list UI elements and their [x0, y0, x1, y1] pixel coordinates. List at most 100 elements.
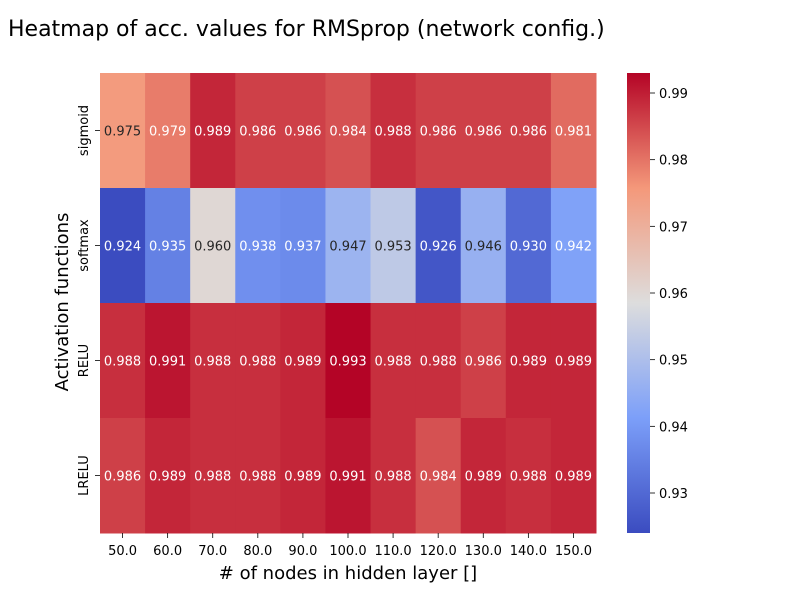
y-tick-label: RELU: [77, 344, 92, 377]
cell-value-label: 0.989: [194, 125, 231, 140]
x-tick-label: 100.0: [329, 544, 366, 559]
cell-value-label: 0.988: [510, 470, 547, 485]
heatmap-cell: [550, 418, 597, 534]
y-tick-label: sigmoid: [77, 105, 92, 156]
x-tick-label: 140.0: [510, 544, 547, 559]
heatmap-cell: [280, 418, 326, 534]
cell-value-label: 0.988: [374, 125, 411, 140]
heatmap-cell: [280, 303, 326, 419]
cell-value-label: 0.942: [555, 240, 592, 255]
heatmap-cell: [550, 188, 597, 304]
heatmap-cell: [190, 73, 236, 189]
heatmap-cell: [370, 303, 417, 419]
cell-value-label: 0.986: [510, 125, 547, 140]
colorbar-tick-label: 0.93: [659, 487, 688, 502]
cell-value-label: 0.924: [104, 240, 141, 255]
cell-value-label: 0.986: [284, 125, 321, 140]
heatmap-cell: [370, 188, 417, 304]
heatmap-cell: [325, 418, 372, 534]
heatmap-cell: [370, 73, 417, 189]
heatmap-cell: [415, 73, 462, 189]
heatmap-cell: [325, 303, 372, 419]
heatmap-cell: [145, 303, 191, 419]
cell-value-label: 0.989: [149, 470, 186, 485]
heatmap-cell: [550, 73, 597, 189]
heatmap-cell: [190, 418, 236, 534]
x-tick-label: 150.0: [555, 544, 592, 559]
colorbar-tick-label: 0.97: [659, 220, 688, 235]
cell-value-label: 0.988: [420, 355, 457, 370]
heatmap-cell: [235, 303, 281, 419]
heatmap-cell: [460, 73, 507, 189]
cell-value-label: 0.984: [420, 470, 457, 485]
cell-value-label: 0.991: [329, 470, 366, 485]
heatmap-cell: [325, 188, 372, 304]
heatmap-cell: [145, 73, 191, 189]
x-tick-label: 90.0: [288, 544, 317, 559]
x-tick-label: 80.0: [243, 544, 272, 559]
cell-value-label: 0.946: [465, 240, 502, 255]
heatmap-cell: [190, 303, 236, 419]
x-tick-label: 50.0: [108, 544, 137, 559]
heatmap-cell: [100, 303, 146, 419]
heatmap-cell: [190, 188, 236, 304]
y-axis-ticks: sigmoid softmax RELU LRELU: [77, 105, 100, 496]
cell-value-label: 0.926: [420, 240, 457, 255]
cell-value-label: 0.989: [284, 470, 321, 485]
cell-value-label: 0.989: [465, 470, 502, 485]
heatmap-cell: [505, 188, 552, 304]
cell-value-label: 0.986: [465, 125, 502, 140]
heatmap-cell: [460, 418, 507, 534]
x-tick-label: 70.0: [198, 544, 227, 559]
cell-value-label: 0.989: [555, 355, 592, 370]
colorbar-tick-label: 0.94: [659, 420, 688, 435]
cell-value-label: 0.988: [239, 355, 276, 370]
cell-value-label: 0.988: [374, 355, 411, 370]
cell-value-label: 0.953: [374, 240, 411, 255]
y-tick-label: LRELU: [77, 455, 92, 496]
heatmap-cell: [235, 73, 281, 189]
cell-value-label: 0.986: [104, 470, 141, 485]
cell-value-label: 0.937: [284, 240, 321, 255]
colorbar: 0.93 0.94 0.95 0.96 0.97 0.98 0.99: [627, 73, 688, 533]
cell-value-label: 0.988: [194, 470, 231, 485]
x-axis-ticks: 50.0 60.0 70.0 80.0 90.0 100.0 110.0 120.0 130.0…: [108, 533, 592, 559]
heatmap-cell: [145, 188, 191, 304]
heatmap-cell-labels: 0.975 0.979 0.989 0.986 0.986 0.984 0.988 0.986…: [104, 125, 592, 485]
cell-value-label: 0.935: [149, 240, 186, 255]
heatmap-cell: [370, 418, 417, 534]
cell-value-label: 0.979: [149, 125, 186, 140]
heatmap-cell: [280, 188, 326, 304]
colorbar-tick-label: 0.99: [659, 87, 688, 102]
cell-value-label: 0.989: [555, 470, 592, 485]
heatmap-cell: [460, 188, 507, 304]
y-tick-label: softmax: [77, 219, 92, 272]
cell-value-label: 0.991: [149, 355, 186, 370]
cell-value-label: 0.984: [329, 125, 366, 140]
cell-value-label: 0.986: [465, 355, 502, 370]
cell-value-label: 0.993: [329, 355, 366, 370]
cell-value-label: 0.986: [239, 125, 276, 140]
colorbar-tick-label: 0.98: [659, 154, 688, 169]
heatmap-cell: [280, 73, 326, 189]
cell-value-label: 0.986: [420, 125, 457, 140]
heatmap-cell: [505, 73, 552, 189]
cell-value-label: 0.988: [194, 355, 231, 370]
cell-value-label: 0.989: [284, 355, 321, 370]
heatmap-cell: [325, 73, 372, 189]
heatmap-cell: [505, 303, 552, 419]
x-tick-label: 110.0: [374, 544, 411, 559]
x-tick-label: 60.0: [153, 544, 182, 559]
heatmap-cell: [100, 188, 146, 304]
cell-value-label: 0.930: [510, 240, 547, 255]
heatmap-cell: [415, 188, 462, 304]
heatmap-cell: [235, 188, 281, 304]
colorbar-tick-label: 0.96: [659, 287, 688, 302]
colorbar-tick-label: 0.95: [659, 354, 688, 369]
colorbar-gradient: [627, 73, 650, 533]
cell-value-label: 0.975: [104, 125, 141, 140]
cell-value-label: 0.938: [239, 240, 276, 255]
heatmap-cell: [235, 418, 281, 534]
heatmap-cell: [145, 418, 191, 534]
